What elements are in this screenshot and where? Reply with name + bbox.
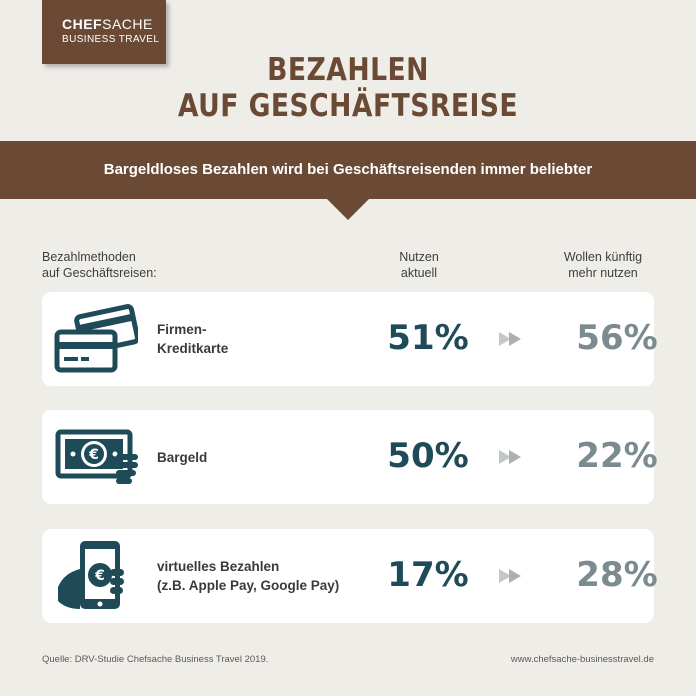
future-usage-value: 56% [576,318,658,358]
double-chevron-right-icon [499,332,521,346]
column-header-methods-line-2: auf Geschäftsreisen: [42,266,157,280]
table-row: € virtuelles Bezahlen (z.B. Apple Pay, G… [42,529,658,623]
row-label-line-2: Kreditkarte [157,341,229,356]
column-header-current-line-1: Nutzen [399,250,439,264]
double-chevron-right-icon [499,569,521,583]
title-line-2: AUF GESCHÄFTSREISE [177,88,519,124]
website-link[interactable]: www.chefsache-businesstravel.de [510,654,654,665]
logo-brand-bold: CHEF [62,16,103,32]
cash-banknote-icon: € [55,429,138,484]
double-chevron-right-icon [499,450,521,464]
future-usage-value: 28% [576,555,658,595]
table-row: € Bargeld 50% 22% [42,410,658,504]
column-header-current-line-2: aktuell [400,266,438,280]
row-label: virtuelles Bezahlen (z.B. Apple Pay, Goo… [157,557,377,595]
banner-pointer [326,198,370,220]
svg-text:€: € [94,568,105,584]
logo-brand-light: SACHE [102,16,153,32]
row-label-line-1: virtuelles Bezahlen [157,559,280,574]
page-title: BEZAHLEN AUF GESCHÄFTSREISE [49,52,648,124]
title-line-1: BEZAHLEN [267,52,429,88]
current-usage-value: 17% [387,555,469,595]
credit-cards-icon [54,304,138,373]
row-label-line-1: Firmen- [157,322,207,337]
current-usage-value: 51% [387,318,469,358]
column-header-methods: Bezahlmethoden auf Geschäftsreisen: [42,249,157,281]
row-label-line-2: (z.B. Apple Pay, Google Pay) [157,578,340,593]
mobile-payment-icon: € [58,541,124,609]
brand-logo: CHEFSACHE BUSINESS TRAVEL [42,0,166,64]
source-note: Quelle: DRV-Studie Chefsache Business Tr… [42,654,269,665]
current-usage-value: 50% [387,436,469,476]
row-label-line-1: Bargeld [157,450,208,465]
column-header-methods-line-1: Bezahlmethoden [42,250,136,264]
table-row: Firmen- Kreditkarte 51% 56% [42,292,658,386]
row-label: Firmen- Kreditkarte [157,320,377,358]
column-header-future-line-2: mehr nutzen [568,266,638,280]
logo-subtitle: BUSINESS TRAVEL [62,34,160,45]
svg-text:€: € [88,447,99,463]
row-label: Bargeld [157,448,377,467]
column-header-current: Nutzen aktuell [374,249,464,281]
column-header-future: Wollen künftig mehr nutzen [548,249,658,281]
logo-wordmark: CHEFSACHE [62,16,166,32]
subtitle-banner: Bargeldloses Bezahlen wird bei Geschäfts… [0,141,696,199]
column-header-future-line-1: Wollen künftig [563,250,643,264]
future-usage-value: 22% [576,436,658,476]
